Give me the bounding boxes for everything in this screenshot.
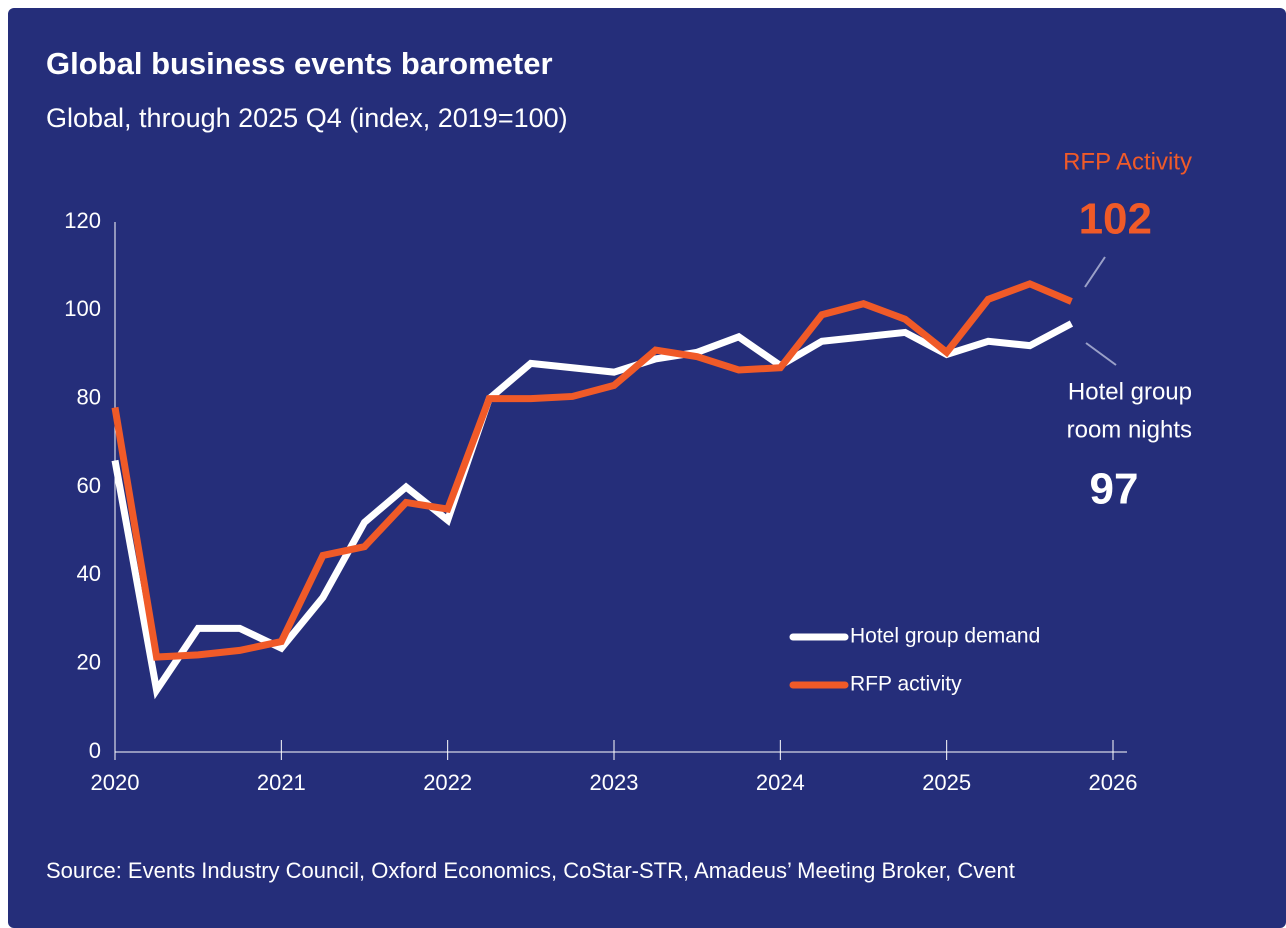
x-tick-label: 2020 [91, 770, 140, 795]
annotation-label: Hotel group [1068, 378, 1192, 405]
chart-title: Global business events barometer [46, 46, 553, 81]
x-tick-label: 2021 [257, 770, 306, 795]
callout-line [1085, 342, 1117, 366]
annotation-value: 102 [1079, 195, 1152, 244]
y-tick-label: 0 [89, 738, 101, 763]
legend-label: Hotel group demand [850, 625, 1040, 648]
annotation-label: room nights [1067, 416, 1192, 443]
y-tick-label: 120 [64, 208, 101, 233]
x-tick-label: 2022 [423, 770, 472, 795]
annotation-label: RFP Activity [1063, 148, 1192, 175]
y-tick-label: 100 [64, 296, 101, 321]
series-line [111, 280, 1073, 661]
y-tick-label: 20 [77, 649, 101, 674]
background [8, 8, 1286, 928]
callout-line [1084, 256, 1106, 288]
x-tick-label: 2025 [922, 770, 971, 795]
source-note: Source: Events Industry Council, Oxford … [46, 858, 1015, 883]
x-tick-label: 2026 [1089, 770, 1138, 795]
x-tick-label: 2024 [756, 770, 805, 795]
y-tick-label: 60 [77, 473, 101, 498]
annotation-value: 97 [1090, 465, 1139, 514]
chart-subtitle: Global, through 2025 Q4 (index, 2019=100… [46, 103, 568, 133]
x-tick-label: 2023 [590, 770, 639, 795]
legend-label: RFP activity [850, 673, 962, 696]
y-tick-label: 80 [77, 384, 101, 409]
y-tick-label: 40 [77, 561, 101, 586]
